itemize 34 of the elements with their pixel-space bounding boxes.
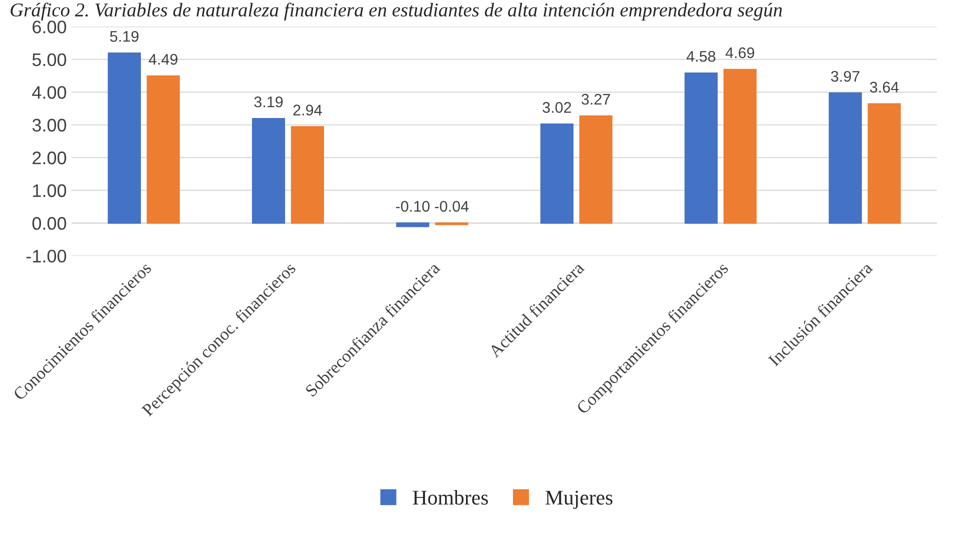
bar (868, 103, 901, 224)
bar (828, 92, 862, 224)
bar (252, 118, 286, 224)
text: -0.10 (396, 200, 430, 212)
bar (684, 72, 718, 224)
y-tick-label: 5.00 (32, 53, 66, 66)
text: 4.58 (686, 50, 716, 62)
bar (108, 52, 141, 224)
text: -0.04 (434, 200, 469, 212)
bar (146, 75, 180, 224)
text: 2.94 (293, 104, 322, 116)
text: 3.19 (254, 96, 283, 108)
y-tick-label: 2.00 (32, 152, 66, 164)
y-tick-label: 3.00 (32, 118, 66, 132)
text: 3.97 (831, 70, 860, 82)
bar (290, 126, 324, 224)
y-tick-label: 0.00 (32, 217, 66, 230)
text: 4.49 (148, 54, 178, 65)
chart-title: Gráfico 2. Variables de naturaleza financiera en estudiantes de alta intención emprendedora según (10, 2, 782, 20)
text: 5.19 (110, 31, 138, 42)
text: 3.27 (582, 94, 610, 105)
bar (579, 115, 612, 224)
text: 4.69 (726, 47, 754, 58)
text: 3.02 (542, 102, 572, 113)
y-tick-label: 1.00 (33, 184, 66, 198)
y-tick-label: -1.00 (26, 250, 66, 263)
bar (723, 68, 757, 224)
bar (396, 222, 430, 228)
legend-label: Mujeres (546, 490, 612, 509)
y-tick-label: 4.00 (32, 86, 66, 99)
bar (540, 124, 574, 224)
legend-label: Hombres (412, 490, 488, 505)
y-tick-label: 6.00 (32, 20, 66, 34)
text: 3.64 (870, 82, 899, 93)
